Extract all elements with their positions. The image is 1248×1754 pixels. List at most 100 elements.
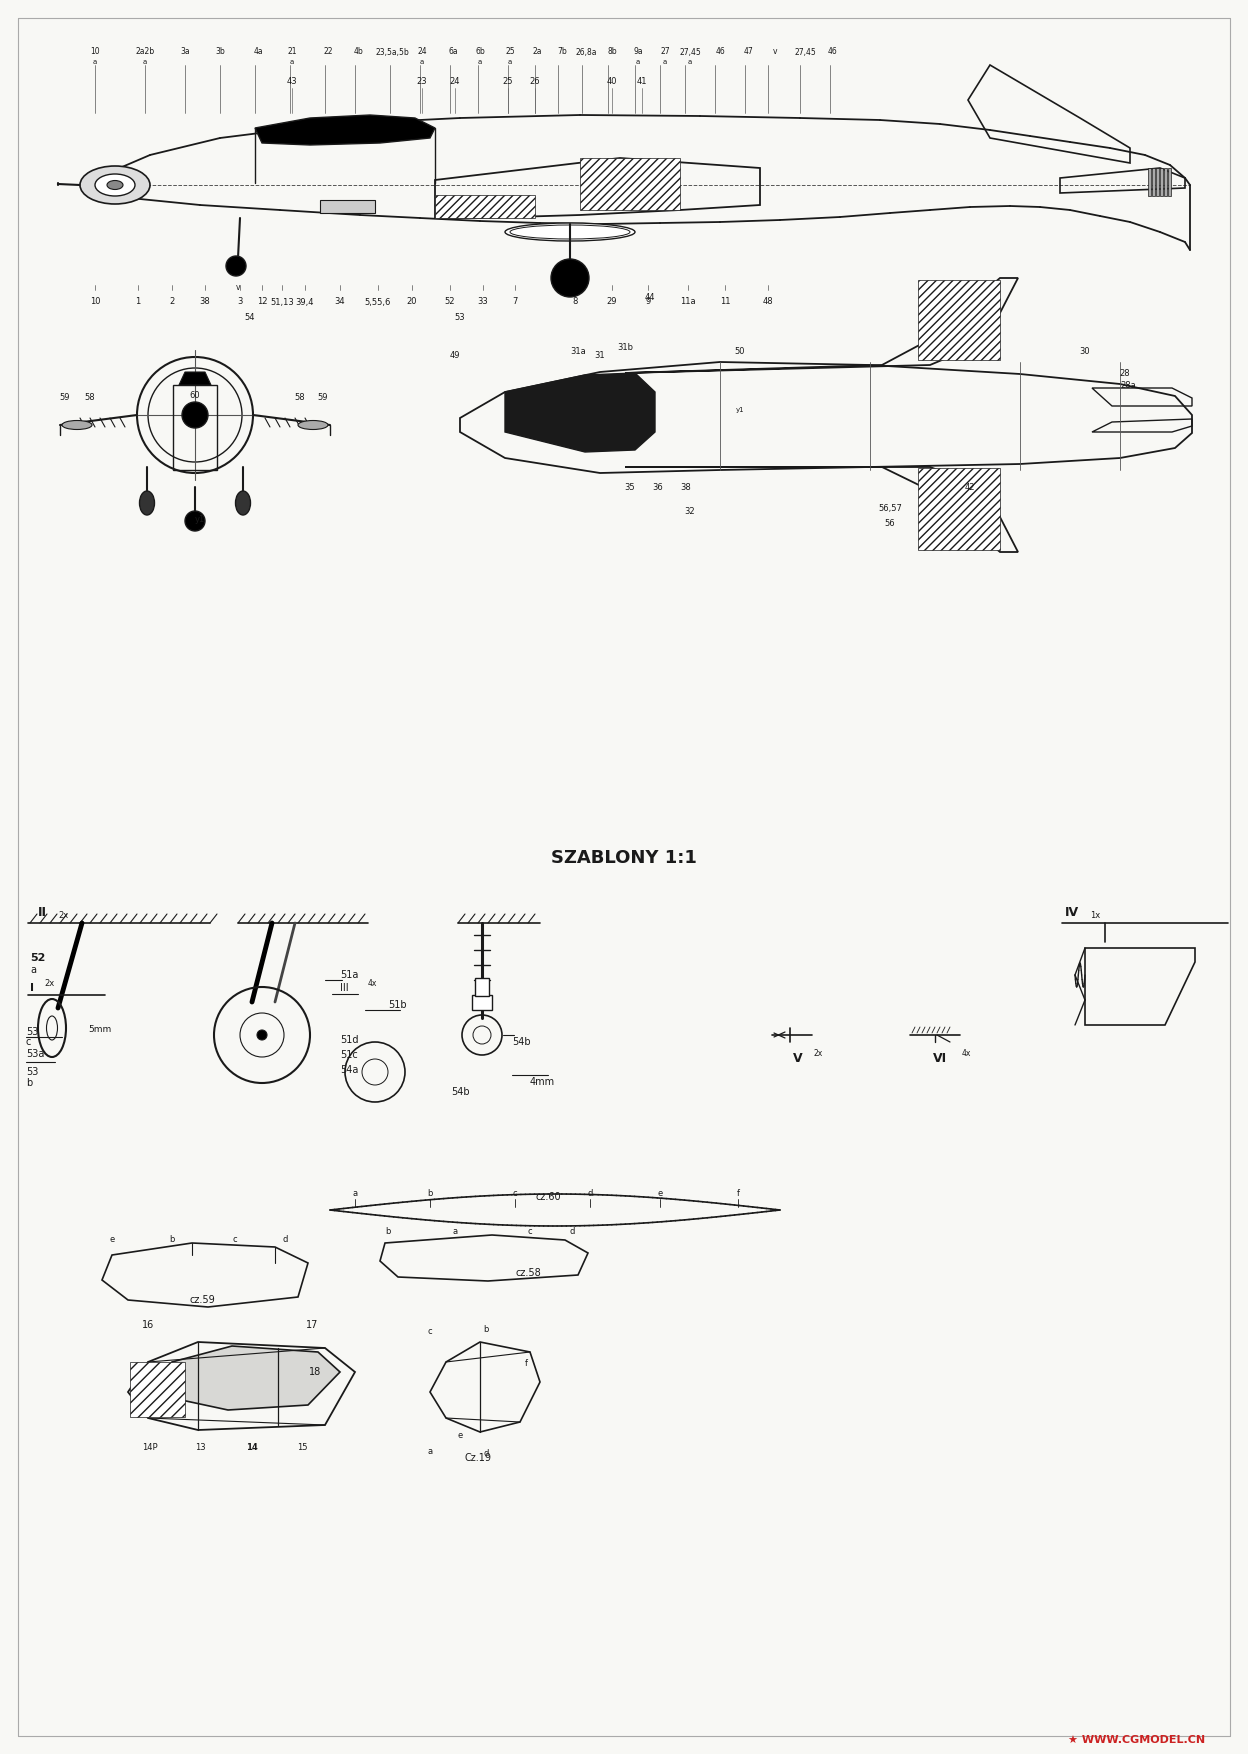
Text: 31: 31 (595, 351, 605, 361)
Text: 38: 38 (200, 298, 211, 307)
Text: 23: 23 (417, 77, 427, 86)
Text: 4a: 4a (253, 47, 263, 56)
Text: 46: 46 (715, 47, 725, 56)
Text: 14: 14 (246, 1444, 258, 1452)
Text: 53a: 53a (26, 1049, 45, 1059)
Text: e: e (110, 1235, 115, 1244)
Text: 35: 35 (625, 484, 635, 493)
Text: 3b: 3b (215, 47, 225, 56)
Ellipse shape (505, 223, 635, 240)
Text: 7b: 7b (557, 47, 567, 56)
Text: b: b (386, 1228, 391, 1237)
Text: a: a (419, 60, 424, 65)
Text: 53: 53 (26, 1028, 39, 1037)
Text: 43: 43 (287, 77, 297, 86)
Text: 1x: 1x (1090, 912, 1101, 921)
Text: 14P: 14P (142, 1444, 157, 1452)
Text: 51d: 51d (339, 1035, 358, 1045)
Text: 4x: 4x (962, 1049, 971, 1058)
Circle shape (182, 402, 208, 428)
Text: a: a (352, 1189, 358, 1198)
Ellipse shape (62, 421, 92, 430)
Text: a: a (508, 60, 512, 65)
Text: 31a: 31a (570, 347, 585, 356)
Text: 11: 11 (720, 298, 730, 307)
Bar (1156, 168, 1159, 196)
Text: II: II (37, 905, 47, 919)
Text: 30: 30 (1080, 347, 1091, 356)
Text: 46: 46 (827, 47, 837, 56)
Text: b: b (170, 1235, 175, 1244)
Text: b: b (483, 1326, 489, 1335)
Bar (580, 158, 680, 210)
Text: 54b: 54b (512, 1037, 530, 1047)
Text: 2a2b: 2a2b (136, 47, 155, 56)
Text: y1: y1 (735, 407, 744, 412)
Text: d: d (282, 1235, 288, 1244)
Text: Cz.19: Cz.19 (464, 1452, 492, 1463)
Text: 29: 29 (607, 298, 618, 307)
Text: d: d (588, 1189, 593, 1198)
Bar (1168, 168, 1171, 196)
Circle shape (226, 256, 246, 275)
Text: 59: 59 (318, 393, 328, 402)
Text: 54: 54 (245, 312, 256, 321)
Text: 44: 44 (645, 293, 655, 302)
Bar (475, 979, 489, 996)
Bar (1148, 168, 1151, 196)
Text: 54b: 54b (451, 1087, 469, 1096)
Circle shape (552, 260, 589, 296)
Text: b: b (427, 1189, 433, 1198)
Text: 51a: 51a (339, 970, 358, 980)
Bar (919, 468, 1000, 551)
Text: I: I (30, 982, 34, 993)
Text: 2: 2 (170, 298, 175, 307)
Text: d: d (569, 1228, 574, 1237)
Text: 40: 40 (607, 77, 618, 86)
Text: 10: 10 (90, 298, 100, 307)
Text: 28a: 28a (1121, 381, 1136, 389)
Text: 3a: 3a (180, 47, 190, 56)
Text: f: f (736, 1189, 740, 1198)
Text: v: v (773, 47, 778, 56)
Text: 2a: 2a (532, 47, 542, 56)
Text: a: a (478, 60, 482, 65)
Bar (919, 281, 1000, 360)
Ellipse shape (236, 491, 251, 516)
Text: 51c: 51c (339, 1051, 358, 1059)
Text: V: V (794, 1051, 802, 1065)
Ellipse shape (107, 181, 124, 189)
Text: 15: 15 (297, 1444, 307, 1452)
Bar (319, 200, 374, 212)
Polygon shape (178, 372, 211, 384)
Text: 27,45: 27,45 (794, 47, 816, 56)
Text: 4x: 4x (368, 979, 377, 989)
Text: 22: 22 (323, 47, 333, 56)
Text: a: a (688, 60, 693, 65)
Text: 38: 38 (680, 484, 691, 493)
Text: 6a: 6a (448, 47, 458, 56)
Text: 21: 21 (287, 47, 297, 56)
Text: c: c (26, 1037, 31, 1047)
Text: a: a (92, 60, 97, 65)
Text: 41: 41 (636, 77, 648, 86)
Bar (130, 1363, 185, 1417)
Text: 8b: 8b (608, 47, 617, 56)
Text: 6b: 6b (475, 47, 485, 56)
Text: 2x: 2x (57, 912, 69, 921)
Text: 20: 20 (407, 298, 417, 307)
Text: 56,57: 56,57 (879, 503, 902, 512)
Text: SZABLONY 1:1: SZABLONY 1:1 (552, 849, 696, 866)
Polygon shape (505, 374, 655, 453)
Polygon shape (255, 116, 436, 146)
Text: 56: 56 (885, 519, 895, 528)
Text: 4b: 4b (353, 47, 363, 56)
Ellipse shape (140, 491, 155, 516)
Text: III: III (339, 982, 348, 993)
Text: 2x: 2x (814, 1049, 824, 1058)
Text: 4mm: 4mm (530, 1077, 555, 1087)
Text: e: e (457, 1431, 463, 1440)
Text: c: c (428, 1328, 432, 1337)
Text: 33: 33 (478, 298, 488, 307)
Text: 16: 16 (142, 1321, 154, 1330)
